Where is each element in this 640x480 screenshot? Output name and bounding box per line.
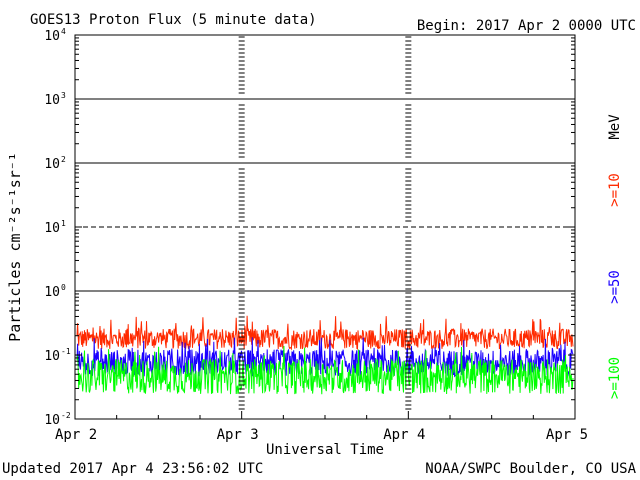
y-tick-exponent: 1 [61,219,66,228]
credit-label: NOAA/SWPC Boulder, CO USA [425,461,636,477]
y-tick-exponent: -1 [61,347,71,356]
x-axis: Apr 2 Apr 3 Apr 4 Apr 5 [55,411,588,443]
x-tick-label: Apr 2 [55,427,97,443]
day-markers [238,36,412,410]
begin-time-label: Begin: 2017 Apr 2 0000 UTC [417,18,636,34]
y-tick-label: 10 [44,349,60,364]
y-axis-label: Particles cm⁻²s⁻¹sr⁻¹ [6,152,24,342]
y-tick-exponent: 0 [61,283,66,292]
threshold-lines [75,98,575,292]
legend-ge10: >=10 [607,173,623,207]
x-tick-label: Apr 3 [217,427,259,443]
series-layer [76,315,574,395]
y-tick-exponent: 2 [61,155,66,164]
legend-unit-label: MeV [607,114,623,140]
y-tick-exponent: -2 [61,411,71,420]
x-tick-label: Apr 5 [546,427,588,443]
x-axis-label: Universal Time [266,442,384,458]
x-tick-label: Apr 4 [383,427,425,443]
y-tick-exponent: 3 [61,91,66,100]
updated-timestamp: Updated 2017 Apr 4 23:56:02 UTC [2,461,263,477]
y-tick-label: 10 [44,413,60,428]
chart-title: GOES13 Proton Flux (5 minute data) [30,12,317,28]
y-tick-label: 10 [44,93,60,108]
y-tick-label: 10 [44,285,60,300]
series-line-0 [76,315,574,351]
legend: MeV >=10 >=50 >=100 [607,114,623,399]
y-tick-label: 10 [44,29,60,44]
legend-ge50: >=50 [607,270,623,304]
y-tick-label: 10 [44,221,60,236]
series-line-2 [76,345,574,395]
y-tick-exponent: 4 [61,27,66,36]
legend-ge100: >=100 [607,357,623,399]
y-tick-label: 10 [44,157,60,172]
